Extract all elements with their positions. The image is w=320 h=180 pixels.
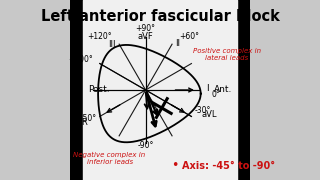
Text: -150°: -150° [76, 114, 97, 123]
Text: aVF: aVF [138, 32, 154, 41]
Text: aVL: aVL [202, 110, 217, 119]
Text: -30°: -30° [195, 106, 211, 115]
Text: 0°: 0° [212, 90, 220, 99]
Text: -90°: -90° [137, 141, 154, 150]
Text: •: • [171, 159, 178, 172]
Text: Axis: -45° to -90°: Axis: -45° to -90° [182, 161, 275, 171]
Text: Negative complex in
inferior leads: Negative complex in inferior leads [74, 152, 146, 165]
Text: Ant.: Ant. [214, 86, 232, 94]
Text: Left anterior fascicular block: Left anterior fascicular block [41, 9, 279, 24]
Text: II: II [175, 39, 180, 48]
Text: I: I [206, 84, 209, 93]
Text: +90°: +90° [136, 24, 156, 33]
Text: +120°: +120° [87, 31, 112, 40]
Text: III: III [108, 40, 116, 49]
Text: +100°: +100° [68, 55, 93, 64]
Text: Positive complex in
lateral leads: Positive complex in lateral leads [193, 48, 261, 60]
Text: +60°: +60° [179, 32, 199, 41]
Text: Post.: Post. [88, 86, 110, 94]
Text: aVR: aVR [72, 118, 89, 127]
